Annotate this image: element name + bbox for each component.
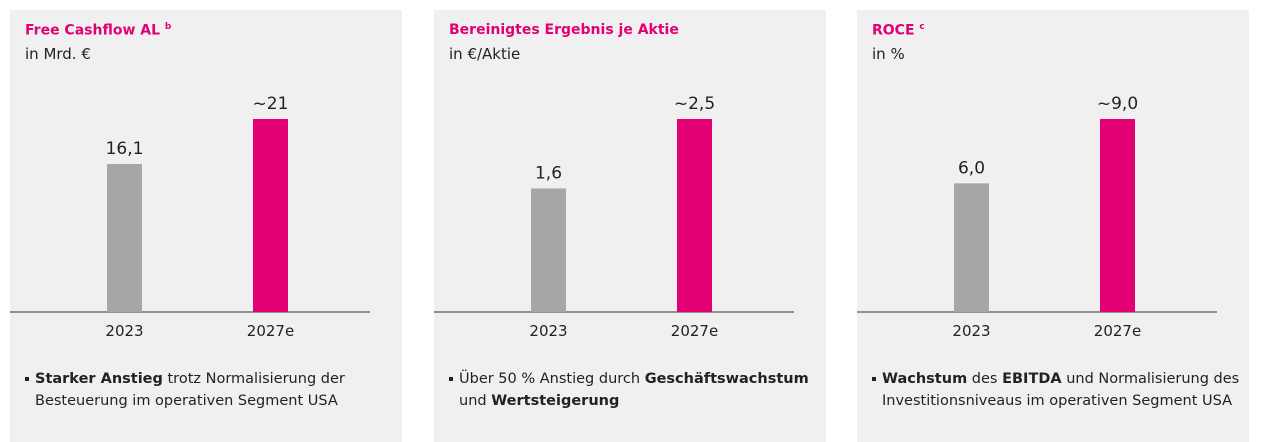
subtitle: in €/Aktie	[449, 45, 521, 63]
note: Wachstum des EBITDA und Normalisierung d…	[872, 368, 1242, 412]
chart: 6,0 2023 ~9,0 2027e	[857, 94, 1217, 340]
bar	[531, 188, 566, 312]
note-text: EBITDA	[1002, 371, 1062, 387]
footnote-mark: b	[164, 22, 172, 32]
title-text: Free Cashflow AL	[25, 22, 161, 39]
x-tick-label: 2027e	[247, 322, 294, 340]
subtitle: in Mrd. €	[25, 45, 91, 63]
title-text: ROCE	[872, 22, 915, 39]
x-tick-label: 2023	[105, 322, 143, 340]
chart: 1,6 2023 ~2,5 2027e	[434, 94, 794, 340]
chart-title: ROCE c	[872, 22, 925, 39]
note: Starker Anstieg trotz Normalisierung der…	[25, 368, 395, 412]
bar	[954, 183, 989, 312]
note-text: Starker Anstieg	[35, 371, 163, 387]
note: Über 50 % Anstieg durch Geschäftswachstu…	[449, 368, 819, 412]
bar	[253, 119, 288, 312]
note-text: Wertsteigerung	[491, 393, 620, 409]
footnote-mark: c	[919, 22, 925, 32]
title-text: Bereinigtes Ergebnis je Aktie	[449, 22, 679, 38]
x-tick-label: 2023	[952, 322, 990, 340]
value-label: ~2,5	[674, 94, 715, 114]
note-text: trotz Normalisierung der Besteuerung im …	[35, 371, 345, 409]
bar	[1100, 119, 1135, 312]
note-text: Geschäftswachstum	[644, 371, 809, 387]
subtitle: in %	[872, 45, 905, 63]
note-text: des	[967, 371, 1003, 387]
x-tick-label: 2023	[529, 322, 567, 340]
note-text: und	[459, 393, 492, 409]
panel: Bereinigtes Ergebnis je Aktie in €/Aktie 1…	[434, 10, 826, 442]
panel: ROCE c in % 6,0 2023 ~9,0 2027e Wachstum des E…	[857, 10, 1249, 442]
x-tick-label: 2027e	[1094, 322, 1141, 340]
x-tick-label: 2027e	[671, 322, 718, 340]
panel: Free Cashflow AL b in Mrd. € 16,1 2023 ~21 20…	[10, 10, 402, 442]
value-label: ~21	[253, 94, 289, 114]
value-label: 16,1	[106, 139, 144, 159]
chart-title: Bereinigtes Ergebnis je Aktie	[449, 22, 679, 38]
note-text: Wachstum	[882, 371, 968, 387]
note-text: Über 50 % Anstieg durch	[459, 371, 645, 387]
value-label: ~9,0	[1097, 94, 1138, 114]
chart: 16,1 2023 ~21 2027e	[10, 94, 370, 340]
bar	[107, 164, 142, 312]
bar	[677, 119, 712, 312]
value-label: 6,0	[958, 158, 985, 178]
chart-title: Free Cashflow AL b	[25, 22, 171, 39]
note-text: und Normalisierung des Investitionsnivea…	[882, 371, 1240, 409]
value-label: 1,6	[535, 163, 562, 183]
